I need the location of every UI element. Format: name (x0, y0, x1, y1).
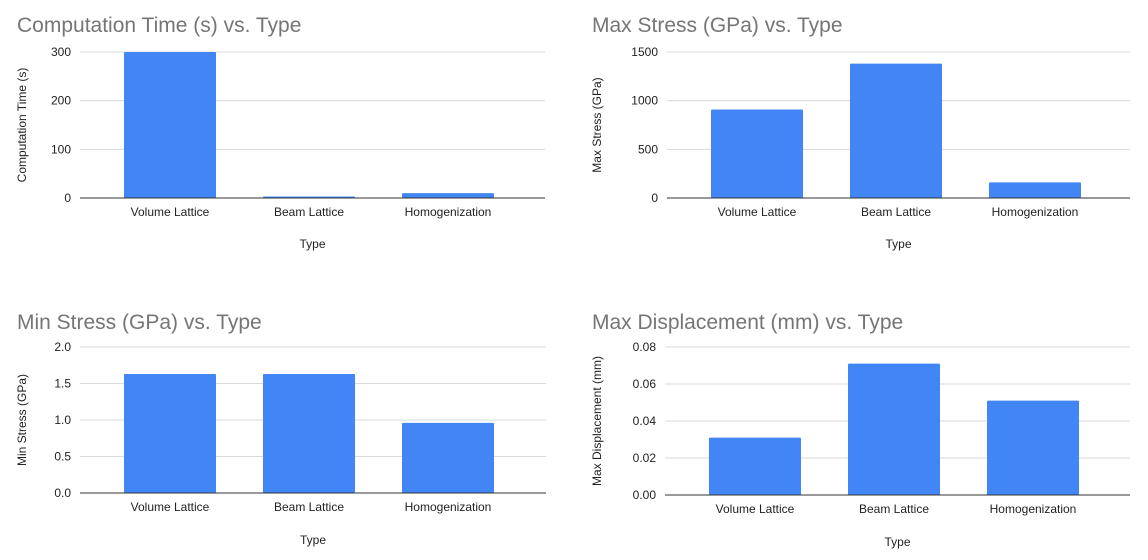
y-tick-label: 0 (651, 191, 658, 205)
bar-beam-lattice (263, 374, 355, 493)
bar-volume-lattice (711, 109, 803, 198)
y-tick-label: 0 (64, 191, 71, 205)
y-tick-label: 1.0 (54, 413, 71, 427)
y-axis-label: Max Displacement (mm) (590, 356, 604, 486)
chart-title: Max Stress (GPa) vs. Type (592, 14, 843, 37)
y-axis-label: Min Stress (GPa) (15, 374, 29, 466)
x-tick-label: Homogenization (405, 205, 492, 219)
bar-volume-lattice (709, 437, 801, 495)
y-tick-label: 0.06 (633, 377, 657, 391)
x-tick-label: Volume Lattice (718, 205, 797, 219)
x-axis-label: Type (300, 533, 326, 547)
y-tick-label: 500 (638, 142, 658, 156)
y-tick-label: 100 (51, 142, 71, 156)
x-axis-label: Type (299, 237, 325, 251)
chart-1: Computation Time (s) vs. Type 0 100 200 300 V… (15, 14, 545, 251)
x-tick-label: Beam Lattice (274, 500, 344, 514)
y-tick-label: 2.0 (54, 340, 71, 354)
x-tick-label: Homogenization (992, 205, 1079, 219)
bar-homogenization (402, 422, 494, 493)
bar-homogenization (989, 182, 1081, 198)
bar-homogenization (402, 193, 494, 198)
x-tick-label: Volume Lattice (131, 500, 210, 514)
bar-homogenization (987, 400, 1079, 495)
y-tick-label: 0.04 (633, 414, 657, 428)
x-tick-label: Volume Lattice (716, 502, 795, 516)
chart-2: Max Stress (GPa) vs. Type 0 500 1000 1500 Vol… (590, 14, 1130, 251)
chart-title: Computation Time (s) vs. Type (17, 14, 301, 37)
x-tick-label: Volume Lattice (131, 205, 210, 219)
chart-3: Min Stress (GPa) vs. Type 0.0 0.5 1.0 1.5 2.0… (15, 311, 546, 547)
y-tick-label: 200 (51, 94, 71, 108)
chart-title: Max Displacement (mm) vs. Type (592, 311, 903, 334)
chart-title: Min Stress (GPa) vs. Type (17, 311, 262, 334)
bar-volume-lattice (124, 52, 216, 198)
bar-beam-lattice (848, 363, 940, 495)
y-tick-label: 0.02 (633, 451, 657, 465)
bar-volume-lattice (124, 374, 216, 493)
y-tick-label: 0.08 (633, 340, 657, 354)
x-tick-label: Beam Lattice (859, 502, 929, 516)
x-tick-label: Beam Lattice (861, 205, 931, 219)
y-tick-label: 1000 (631, 94, 658, 108)
y-axis-label: Max Stress (GPa) (590, 77, 604, 172)
y-axis-label: Computation Time (s) (15, 68, 29, 183)
x-tick-label: Homogenization (990, 502, 1077, 516)
x-axis-label: Type (884, 535, 910, 549)
x-axis-label: Type (885, 237, 911, 251)
x-tick-label: Beam Lattice (274, 205, 344, 219)
y-tick-label: 300 (51, 45, 71, 59)
x-tick-label: Homogenization (405, 500, 492, 514)
y-tick-label: 0.0 (54, 486, 71, 500)
y-tick-label: 1.5 (54, 377, 71, 391)
y-tick-label: 0.5 (54, 450, 71, 464)
y-tick-label: 1500 (631, 45, 658, 59)
bar-beam-lattice (850, 63, 942, 198)
chart-4: Max Displacement (mm) vs. Type 0.00 0.02 0.… (590, 311, 1130, 549)
y-tick-label: 0.00 (633, 488, 657, 502)
